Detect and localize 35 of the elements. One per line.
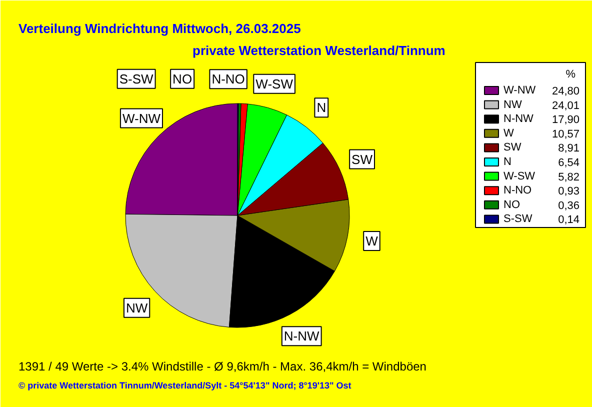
slice-label: W-SW [256, 76, 294, 92]
slice-label: SW [352, 152, 374, 167]
category-label: NO [172, 71, 192, 86]
legend-label: S-SW [504, 213, 533, 226]
slice-label: NW [126, 300, 148, 316]
legend-label: N [504, 156, 512, 168]
data-label: 17,90 [552, 114, 580, 126]
slice-label: N [316, 100, 326, 116]
slice-label: W [366, 234, 379, 249]
text: © private Wetterstation Tinnum/Westerland/Sylt - 54°54'13" Nord; 8°19'13" Ost [18, 380, 352, 390]
slice-label: W-NW [122, 110, 162, 126]
data-label: 6,54 [558, 157, 580, 169]
legend-label: N-NW [504, 113, 534, 126]
legend-label: W-SW [504, 170, 536, 182]
data-label: 8,91 [558, 142, 580, 155]
data-label: 24,80 [552, 86, 580, 98]
legend-label: SW [504, 142, 522, 154]
data-label: 10,57 [552, 128, 580, 140]
legend-label: NO [504, 198, 520, 211]
slice-label: N-NW [284, 328, 320, 344]
chart-title: Verteilung Windrichtung Mittwoch, 26.03.2025 [18, 21, 301, 36]
slice-label: N-NO [212, 72, 245, 87]
chart-subtitle: private Wetterstation Westerland/Tinnum [192, 43, 446, 58]
data-label: 24,01 [552, 100, 580, 112]
legend-label: NW [504, 98, 522, 111]
category-label: S-SW [119, 71, 154, 86]
data-label: 0,14 [558, 214, 580, 226]
legend-label: W [504, 127, 514, 140]
legend-title: % [566, 68, 576, 80]
data-label: 5,82 [558, 171, 580, 184]
text: 1391 / 49 Werte -> 3.4% Windstille - Ø 9,6km/h - Max. 36,4km/h = Windböen [18, 360, 426, 374]
data-label: 0,93 [558, 186, 580, 198]
legend-label: N-NO [504, 184, 532, 197]
data-label: 0,36 [558, 200, 580, 212]
legend-label: W-NW [504, 84, 536, 96]
